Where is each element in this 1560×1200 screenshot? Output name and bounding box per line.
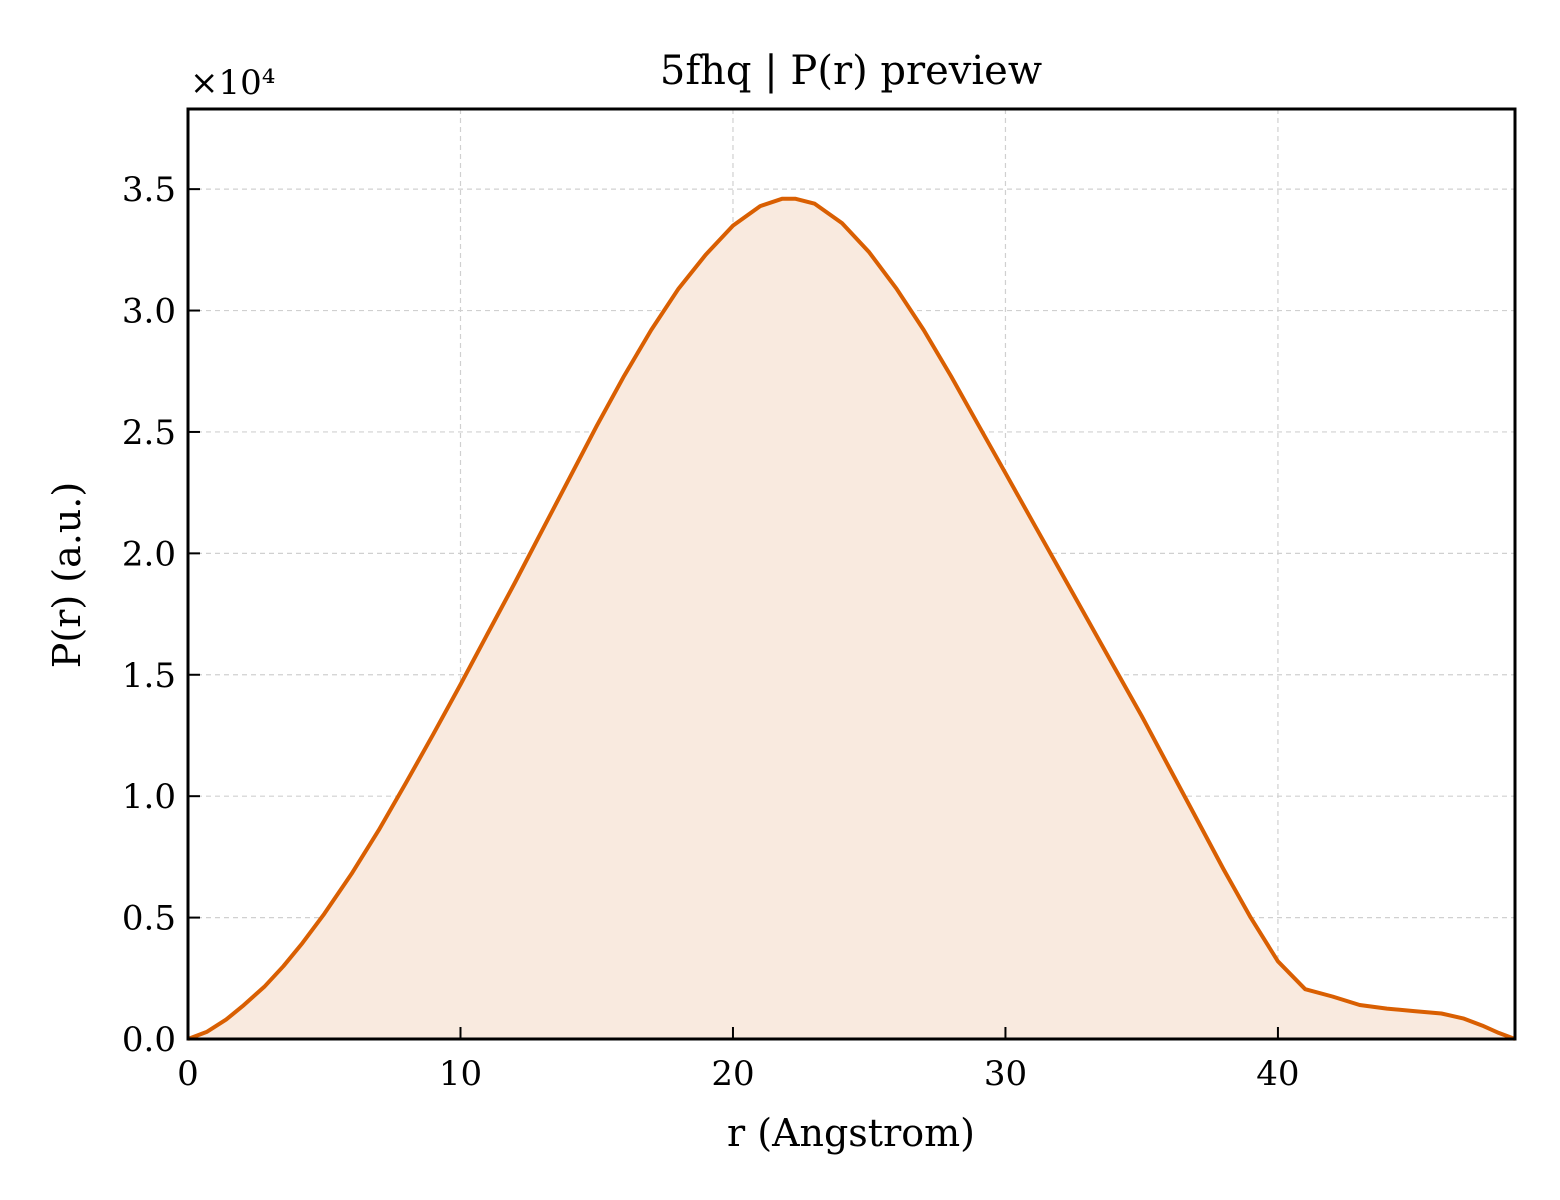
y-tick-label: 3.5: [122, 170, 176, 210]
y-tick-label: 0.5: [122, 899, 176, 939]
x-axis-title: r (Angstrom): [727, 1111, 975, 1155]
y-tick-label: 1.0: [122, 777, 176, 817]
y-tick-label: 3.0: [122, 292, 176, 332]
y-axis-title: P(r) (a.u.): [45, 482, 89, 668]
chart-title: 5fhq | P(r) preview: [660, 48, 1042, 94]
plot-frame: [186, 107, 1517, 1041]
x-tick-label: 40: [1256, 1054, 1299, 1094]
ticks: 0 10 20 30 40 0.0 0.5 1.0 1.5 2.0 2.5 3.0 3.5: [122, 170, 1300, 1094]
series-area-fill: [188, 198, 1515, 1040]
x-tick-label: 10: [439, 1054, 482, 1094]
series-line: [187, 196, 1516, 1041]
y-axis-multiplier: ×10⁴: [190, 63, 275, 103]
y-tick-label: 1.5: [122, 656, 176, 696]
y-tick-label: 2.0: [122, 534, 176, 574]
y-tick-label: 0.0: [122, 1020, 176, 1060]
x-tick-label: 30: [984, 1054, 1027, 1094]
y-tick-label: 2.5: [122, 413, 176, 453]
x-tick-label: 20: [711, 1054, 754, 1094]
x-tick-label: 0: [177, 1054, 199, 1094]
